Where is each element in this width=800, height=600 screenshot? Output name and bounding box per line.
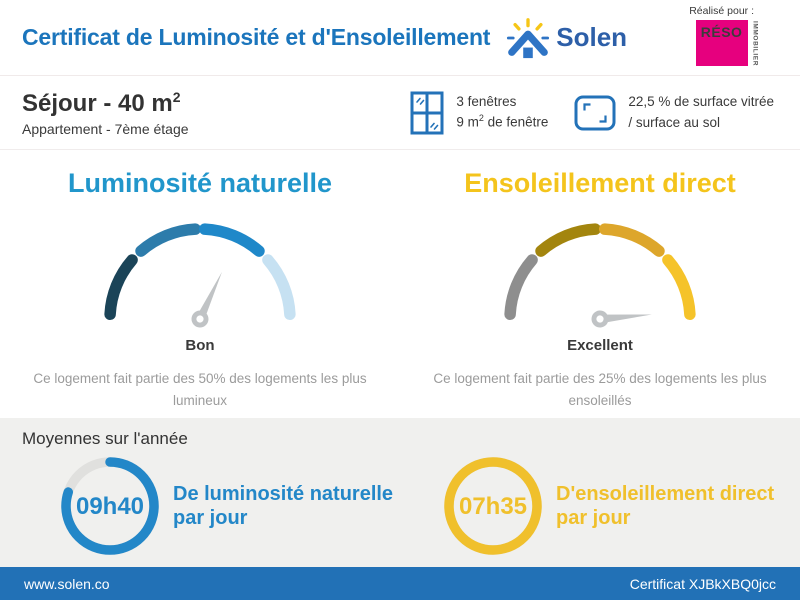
partner-name: RÉSO xyxy=(700,24,743,40)
luminosity-gauge-panel: Luminosité naturelle Bon Ce logement fai… xyxy=(0,150,400,418)
gauge-segment-2 xyxy=(535,223,602,257)
sunshine-ring-chart: 07h35 xyxy=(444,457,542,555)
glazing-ratio-2: / surface au sol xyxy=(628,114,720,130)
partner-block: Réalisé pour : RÉSO IMMOBILIER xyxy=(689,5,759,66)
glazing-info: 22,5 % de surface vitrée / surface au so… xyxy=(574,91,774,135)
windows-info-text: 3 fenêtres 9 m2 de fenêtre xyxy=(456,92,548,133)
gauge-segment-1 xyxy=(504,254,538,321)
room-title: Séjour - 40 m2 xyxy=(22,88,181,117)
gauge-segment-4 xyxy=(262,254,296,321)
gauges-section: Luminosité naturelle Bon Ce logement fai… xyxy=(0,150,800,418)
realise-pour-label: Réalisé pour : xyxy=(689,5,754,17)
footer: www.solen.co Certificat XJBkXBQ0jcc xyxy=(0,567,800,600)
luminosity-gauge-title: Luminosité naturelle xyxy=(67,168,333,198)
luminosity-average-label: De luminosité naturelle par jour xyxy=(173,482,394,529)
windows-count: 3 fenêtres xyxy=(456,94,517,109)
header: Certificat de Luminosité et d'Ensoleille… xyxy=(0,0,800,76)
partner-vertical-label: IMMOBILIER xyxy=(751,21,759,66)
property-identity: Séjour - 40 m2 Appartement - 7ème étage xyxy=(22,89,410,137)
sunshine-hours-value: 07h35 xyxy=(459,493,527,520)
luminosity-rating: Bon xyxy=(185,337,215,354)
property-subheader: Séjour - 40 m2 Appartement - 7ème étage … xyxy=(0,76,800,150)
sunshine-average-label: D'ensoleillement direct par jour xyxy=(556,482,775,529)
solen-house-sun-icon xyxy=(507,17,550,58)
gauge-segment-2 xyxy=(135,223,202,257)
sunshine-description: Ce logement fait partie des 25% des loge… xyxy=(433,371,767,409)
glazing-ratio: 22,5 % de surface vitrée xyxy=(628,94,774,110)
luminosity-average: 09h40 De luminosité naturelle par jour xyxy=(22,454,400,558)
gauge-needle xyxy=(591,310,652,328)
website-link[interactable]: www.solen.co xyxy=(24,575,110,592)
averages-heading: Moyennes sur l'année xyxy=(22,429,188,448)
certificate-id: Certificat XJBkXBQ0jcc xyxy=(629,575,776,592)
window-icon xyxy=(410,91,444,134)
windows-area: 9 m2 de fenêtre xyxy=(456,113,549,130)
luminosity-ring-chart: 09h40 xyxy=(61,457,159,555)
gauge-segment-4 xyxy=(662,254,696,321)
gauge-needle xyxy=(191,271,222,328)
glazing-info-text: 22,5 % de surface vitrée / surface au so… xyxy=(628,92,774,133)
gauge-segment-1 xyxy=(104,254,138,321)
luminosity-gauge xyxy=(104,223,296,328)
solen-brand: Solen xyxy=(506,17,627,59)
averages-section: Moyennes sur l'année 09h40 De luminosité… xyxy=(0,418,800,567)
windows-info: 3 fenêtres 9 m2 de fenêtre xyxy=(410,91,548,135)
gauge-segment-3 xyxy=(598,223,665,257)
luminosity-hours-value: 09h40 xyxy=(76,493,144,520)
brand-name: Solen xyxy=(556,22,628,52)
gauge-segment-3 xyxy=(198,223,265,257)
property-subtitle: Appartement - 7ème étage xyxy=(22,120,189,137)
property-stats: 3 fenêtres 9 m2 de fenêtre 22,5 % de sur… xyxy=(410,91,774,135)
reso-immobilier-logo: RÉSO IMMOBILIER xyxy=(695,20,759,66)
room-area-superscript: 2 xyxy=(172,88,181,105)
sunshine-rating: Excellent xyxy=(567,337,633,354)
sunshine-gauge-panel: Ensoleillement direct Excellent Ce logem… xyxy=(400,150,800,418)
sunshine-average: 07h35 D'ensoleillement direct par jour xyxy=(400,454,778,558)
luminosity-description: Ce logement fait partie des 50% des loge… xyxy=(33,371,367,409)
sunshine-gauge-title: Ensoleillement direct xyxy=(464,168,736,198)
glazed-surface-icon xyxy=(574,95,616,130)
page-title: Certificat de Luminosité et d'Ensoleille… xyxy=(22,24,491,50)
sunshine-gauge xyxy=(504,223,696,328)
